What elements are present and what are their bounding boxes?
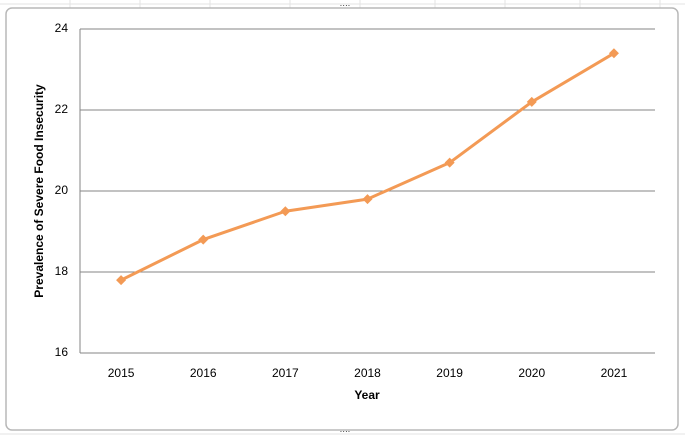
x-tick-label: 2020 xyxy=(518,366,545,380)
x-tick-label: 2015 xyxy=(108,366,135,380)
marker xyxy=(608,48,619,59)
marker xyxy=(362,194,373,205)
x-axis-title: Year xyxy=(354,388,380,402)
y-tick-label: 22 xyxy=(55,102,69,116)
marker xyxy=(280,206,291,217)
resize-handle: ···· xyxy=(340,1,351,10)
y-tick-label: 20 xyxy=(55,183,69,197)
x-tick-label: 2018 xyxy=(354,366,381,380)
marker xyxy=(116,275,127,286)
y-tick-label: 18 xyxy=(55,264,69,278)
x-tick-label: 2017 xyxy=(272,366,299,380)
chart-frame xyxy=(5,7,679,431)
x-tick-label: 2021 xyxy=(601,366,628,380)
x-tick-label: 2019 xyxy=(436,366,463,380)
marker xyxy=(526,96,537,107)
resize-handle: ···· xyxy=(340,427,351,436)
x-tick-label: 2016 xyxy=(190,366,217,380)
y-axis-title: Prevalence of Severe Food Insecurity xyxy=(32,84,46,298)
y-tick-label: 24 xyxy=(55,21,69,35)
marker xyxy=(198,234,209,245)
marker xyxy=(444,157,455,168)
y-tick-label: 16 xyxy=(55,345,69,359)
